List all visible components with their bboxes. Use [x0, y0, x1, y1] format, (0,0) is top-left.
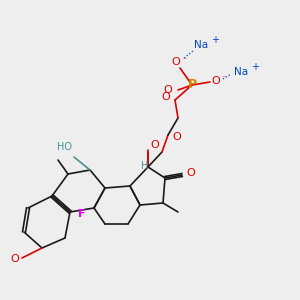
- Text: P: P: [188, 79, 196, 92]
- Text: O: O: [212, 76, 220, 86]
- Text: +: +: [251, 62, 259, 72]
- Text: O: O: [151, 140, 159, 150]
- Text: O: O: [164, 85, 172, 95]
- Text: ⁻: ⁻: [222, 74, 226, 82]
- Text: O: O: [172, 132, 182, 142]
- Text: H: H: [141, 161, 149, 171]
- Text: +: +: [211, 35, 219, 45]
- Text: ⁻: ⁻: [183, 56, 187, 64]
- Text: HO: HO: [56, 142, 71, 152]
- Text: Na: Na: [194, 40, 208, 50]
- Text: O: O: [187, 168, 195, 178]
- Text: Na: Na: [234, 67, 248, 77]
- Text: O: O: [172, 57, 180, 67]
- Text: O: O: [162, 92, 170, 102]
- Text: O: O: [11, 254, 20, 264]
- Text: F: F: [78, 209, 86, 219]
